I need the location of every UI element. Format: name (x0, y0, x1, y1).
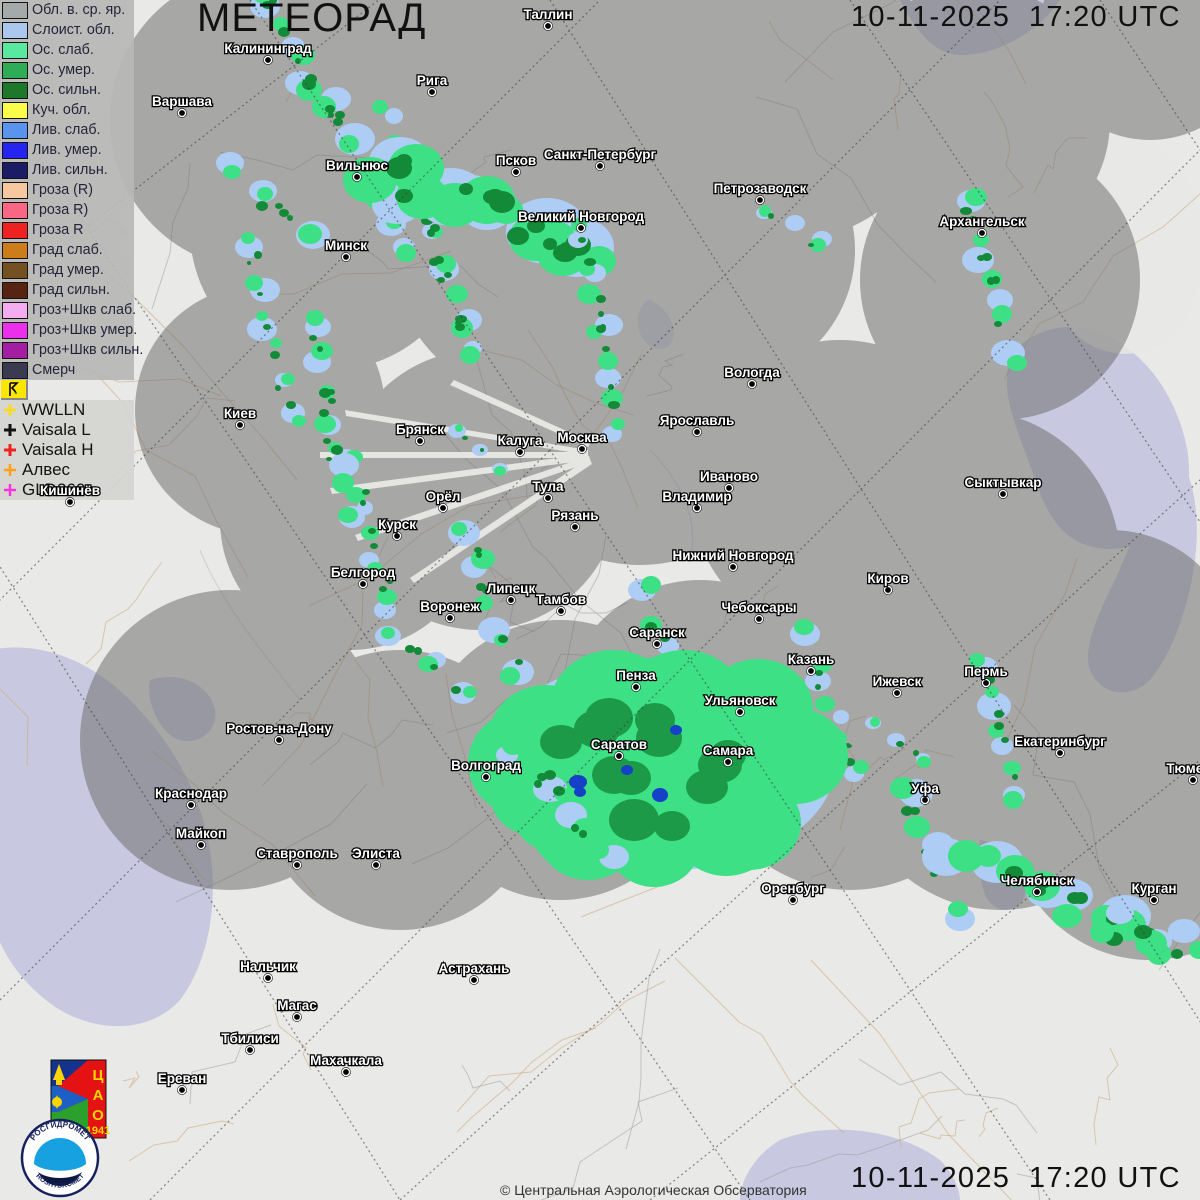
svg-text:Курган: Курган (1131, 881, 1176, 896)
svg-text:Сыктывкар: Сыктывкар (965, 475, 1042, 490)
svg-text:О: О (92, 1107, 104, 1124)
svg-text:Казань: Казань (788, 652, 835, 667)
svg-text:Ереван: Ереван (158, 1071, 207, 1086)
svg-text:Чебоксары: Чебоксары (722, 600, 797, 615)
svg-text:Уфа: Уфа (911, 781, 939, 796)
svg-text:Воронеж: Воронеж (420, 599, 480, 614)
svg-text:Пенза: Пенза (616, 668, 656, 683)
svg-text:Минск: Минск (325, 238, 367, 253)
svg-text:Саратов: Саратов (591, 737, 647, 752)
svg-text:Липецк: Липецк (487, 581, 536, 596)
svg-text:Калуга: Калуга (498, 433, 543, 448)
svg-text:Краснодар: Краснодар (155, 786, 227, 801)
svg-text:Архангельск: Архангельск (939, 214, 1025, 229)
svg-text:Саранск: Саранск (629, 625, 685, 640)
svg-text:Киев: Киев (224, 406, 256, 421)
svg-text:Нижний Новгород: Нижний Новгород (673, 548, 794, 563)
svg-text:Ульяновск: Ульяновск (705, 693, 776, 708)
svg-text:Самара: Самара (703, 743, 754, 758)
svg-text:Москва: Москва (557, 430, 607, 445)
svg-text:Ростов-на-Дону: Ростов-на-Дону (226, 721, 332, 736)
svg-text:Элиста: Элиста (352, 846, 400, 861)
svg-text:Калининград: Калининград (224, 41, 312, 56)
svg-text:Курск: Курск (378, 517, 416, 532)
svg-text:Петрозаводск: Петрозаводск (714, 181, 807, 196)
svg-text:Тюмень: Тюмень (1166, 761, 1200, 776)
svg-text:Екатеринбург: Екатеринбург (1014, 734, 1106, 749)
svg-text:Санкт-Петербург: Санкт-Петербург (544, 147, 657, 162)
svg-text:Варшава: Варшава (152, 94, 212, 109)
svg-text:Ставрополь: Ставрополь (256, 846, 338, 861)
svg-text:Майкоп: Майкоп (176, 826, 226, 841)
svg-text:Вологда: Вологда (724, 365, 780, 380)
svg-text:А: А (93, 1087, 104, 1104)
svg-text:Владимир: Владимир (662, 489, 731, 504)
svg-text:Магас: Магас (277, 998, 317, 1013)
svg-text:Киров: Киров (867, 571, 908, 586)
svg-text:Рязань: Рязань (551, 508, 598, 523)
svg-text:Кишинёв: Кишинёв (40, 483, 100, 498)
svg-text:Брянск: Брянск (396, 422, 444, 437)
svg-text:Вильнюс: Вильнюс (326, 158, 388, 173)
svg-text:Орёл: Орёл (426, 489, 461, 504)
svg-text:Тула: Тула (532, 479, 564, 494)
svg-text:Белгород: Белгород (331, 565, 396, 580)
svg-text:Волгоград: Волгоград (451, 758, 521, 773)
svg-text:Челябинск: Челябинск (1001, 873, 1074, 888)
svg-text:Псков: Псков (496, 153, 536, 168)
svg-text:Тбилиси: Тбилиси (221, 1031, 279, 1046)
svg-text:Махачкала: Махачкала (310, 1053, 382, 1068)
svg-text:Нальчик: Нальчик (240, 959, 296, 974)
svg-text:Ц: Ц (93, 1067, 104, 1084)
svg-text:Ижевск: Ижевск (873, 674, 922, 689)
svg-text:Тамбов: Тамбов (536, 592, 586, 607)
svg-text:Иваново: Иваново (700, 469, 758, 484)
svg-text:Оренбург: Оренбург (761, 881, 825, 896)
svg-text:Пермь: Пермь (964, 664, 1008, 679)
svg-text:Таллин: Таллин (523, 7, 572, 22)
svg-text:Ярославль: Ярославль (660, 413, 735, 428)
svg-text:Рига: Рига (417, 73, 448, 88)
svg-text:Астрахань: Астрахань (439, 961, 510, 976)
svg-text:Великий Новгород: Великий Новгород (518, 209, 645, 224)
